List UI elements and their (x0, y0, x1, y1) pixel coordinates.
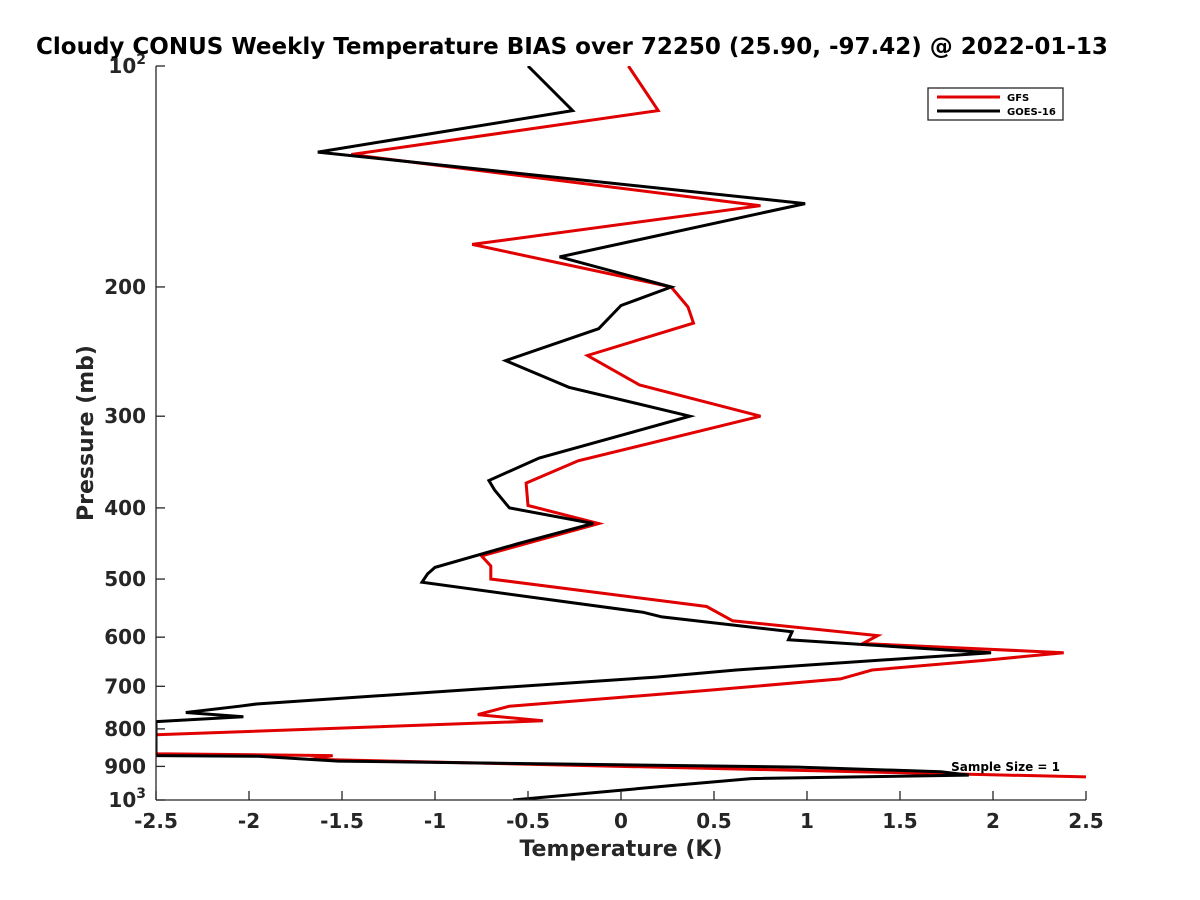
x-tick-label: -2 (238, 809, 260, 833)
y-tick-label: 200 (104, 275, 146, 299)
x-tick-label: 1 (800, 809, 814, 833)
legend-box (927, 87, 1064, 121)
y-tick-label: 500 (104, 567, 146, 591)
x-tick-label: 0.5 (696, 809, 731, 833)
x-tick-label: 2.5 (1068, 809, 1103, 833)
legend: GFS GOES-16 (927, 87, 1064, 121)
x-tick-label: -0.5 (506, 809, 550, 833)
y-tick-label: 103 (108, 786, 146, 812)
x-tick-label: 1.5 (882, 809, 917, 833)
y-tick-label: 400 (104, 496, 146, 520)
axes (155, 66, 1086, 801)
legend-entry: GFS (1007, 93, 1029, 104)
y-tick-label: 300 (104, 404, 146, 428)
x-tick-label: 0 (614, 809, 628, 833)
x-axis-label: Temperature (K) (519, 837, 722, 862)
sample-size-annotation: Sample Size = 1 (951, 760, 1060, 774)
series-line-gfs (156, 66, 1086, 779)
y-tick-label: 600 (104, 625, 146, 649)
x-tick-label: -1.5 (320, 809, 364, 833)
y-tick-label: 800 (104, 717, 146, 741)
x-tick-label: -1 (424, 809, 446, 833)
legend-entry: GOES-16 (1007, 107, 1056, 118)
x-tick-label: 2 (986, 809, 1000, 833)
series-line-goes-16 (156, 66, 992, 800)
y-axis-label: Pressure (mb) (74, 345, 99, 521)
y-tick-label: 700 (104, 674, 146, 698)
tick-labels: -2.5 -2 -1.5 -1 -0.5 0 0.5 1 1.5 2 2.5 102 200 300 400… (104, 52, 1103, 833)
x-tick-label: -2.5 (134, 809, 178, 833)
y-tick-label: 900 (104, 754, 146, 778)
chart-title: Cloudy CONUS Weekly Temperature BIAS ove… (36, 34, 1108, 60)
y-tick-label: 102 (108, 52, 146, 78)
plot-area (156, 66, 1086, 800)
